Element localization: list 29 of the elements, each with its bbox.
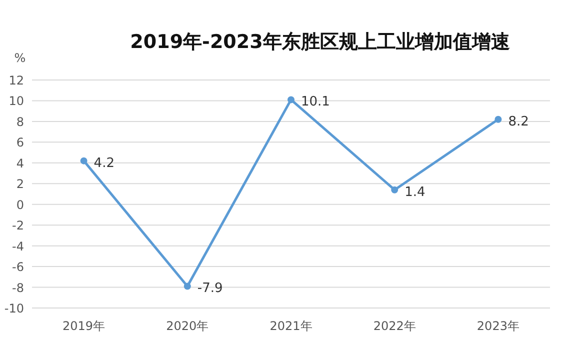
data-label: 1.4 [404, 184, 426, 200]
y-tick-label: -10 [4, 302, 24, 316]
data-label: 10.1 [301, 94, 330, 110]
y-tick-label: -8 [12, 280, 24, 295]
x-tick-label: 2020年 [166, 319, 209, 333]
data-label: -7.9 [197, 281, 223, 296]
x-tick-label: 2019年 [62, 319, 106, 333]
y-tick-label: 2 [16, 177, 24, 192]
y-tick-label: 0 [16, 198, 24, 212]
y-tick-label: 4 [16, 156, 24, 170]
point [184, 282, 191, 290]
chart-title: 2019年-2023年东胜区规上工业增加值增速 [130, 31, 510, 53]
point [494, 116, 502, 123]
data-label: 8.2 [508, 114, 529, 130]
y-tick-label: 6 [16, 136, 24, 150]
y-axis-title: % [14, 51, 26, 65]
point [391, 186, 398, 194]
point [288, 96, 294, 104]
x-tick-label: 2021年 [270, 319, 312, 333]
x-tick-label: 2023年 [476, 319, 520, 333]
y-tick-label: 12 [8, 74, 24, 88]
data-label: 4.2 [94, 156, 114, 171]
x-tick-label: 2022年 [373, 319, 416, 333]
point [80, 157, 88, 164]
y-tick-label: -6 [12, 260, 24, 274]
y-tick-label: 8 [16, 114, 24, 129]
y-tick-label: -2 [12, 218, 24, 233]
y-tick-label: 10 [8, 94, 24, 108]
y-tick-label: -4 [12, 239, 24, 254]
